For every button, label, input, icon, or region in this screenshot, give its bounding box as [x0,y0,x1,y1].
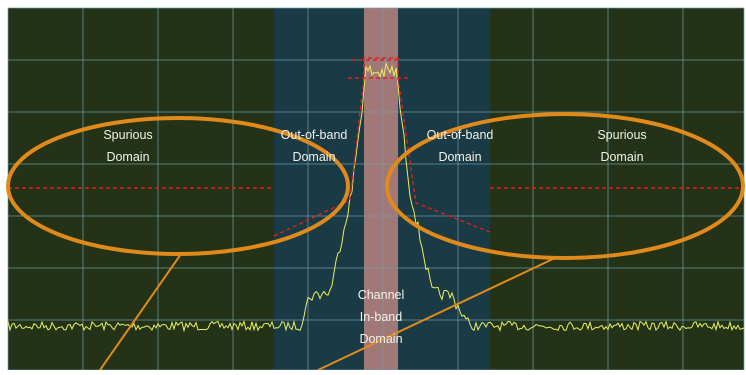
spurious-ellipse-right [385,112,745,260]
oob-left-line2: Domain [292,150,336,164]
callout-line-left [99,253,182,371]
annotation-ellipses [6,112,745,260]
spurious-right-line1: Spurious [597,128,647,142]
callout-line-right [317,257,556,371]
spurious-ellipse-left [6,116,350,256]
spurious-domain-left-label: Spurious Domain [92,124,164,168]
oob-left-line1: Out-of-band [280,128,348,142]
emission-mask [8,57,744,237]
spurious-left-line2: Domain [106,150,150,164]
spurious-domain-right-label: Spurious Domain [586,124,658,168]
channel-line2: In-band [359,310,403,324]
out-of-band-left-label: Out-of-band Domain [266,124,362,168]
out-of-band-right-label: Out-of-band Domain [412,124,508,168]
channel-in-band-label: Channel In-band Domain [344,284,418,350]
out-of-band-mask [273,57,491,237]
oob-right-line2: Domain [438,150,482,164]
spurious-right-line2: Domain [600,150,644,164]
channel-line1: Channel [357,288,405,302]
oob-right-line1: Out-of-band [426,128,494,142]
callout-lines [99,253,556,371]
channel-line3: Domain [359,332,403,346]
spurious-left-line1: Spurious [103,128,153,142]
